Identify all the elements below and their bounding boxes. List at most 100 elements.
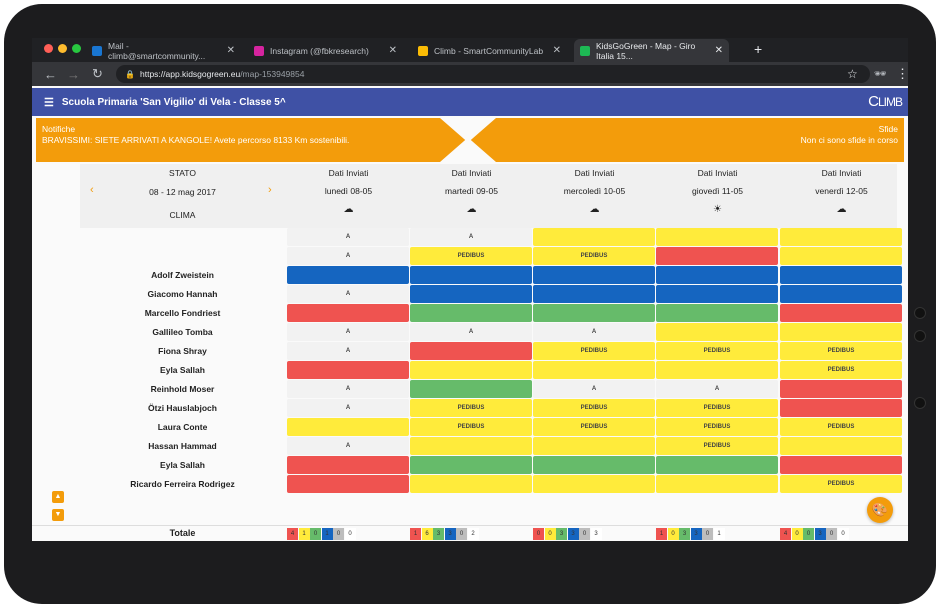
day-cell[interactable]: PEDIBUS	[656, 399, 778, 417]
day-cell[interactable]: PEDIBUS	[780, 342, 902, 360]
forward-icon[interactable]: →	[67, 66, 80, 82]
day-cell[interactable]	[533, 228, 655, 246]
day-cell[interactable]	[780, 228, 902, 246]
day-cell[interactable]: A	[656, 380, 778, 398]
day-cell[interactable]	[533, 361, 655, 379]
scroll-up-button[interactable]: ▲	[52, 491, 64, 503]
day-cell[interactable]	[410, 285, 532, 303]
day-cell[interactable]: A	[287, 342, 409, 360]
page-title: Scuola Primaria 'San Vigilio' di Vela - …	[61, 96, 286, 108]
day-cell[interactable]	[410, 266, 532, 284]
day-cell[interactable]	[533, 304, 655, 322]
back-icon[interactable]: ←	[44, 66, 57, 82]
day-cell[interactable]	[780, 285, 902, 303]
day-cell[interactable]	[410, 361, 532, 379]
day-cell[interactable]: PEDIBUS	[656, 342, 778, 360]
url-input[interactable]: 🔒 https://app.kidsgogreen.eu/map-1539498…	[116, 65, 870, 83]
day-cell[interactable]	[780, 456, 902, 474]
day-cell[interactable]	[656, 361, 778, 379]
day-cell[interactable]: A	[287, 437, 409, 455]
new-tab-button[interactable]: +	[754, 41, 763, 57]
maximize-window-button[interactable]	[72, 44, 81, 53]
day-cell[interactable]	[287, 475, 409, 493]
menu-dots-icon[interactable]: ⋮	[896, 66, 908, 81]
day-cell[interactable]	[780, 266, 902, 284]
day-cell[interactable]	[287, 266, 409, 284]
minimize-window-button[interactable]	[58, 44, 67, 53]
day-cell[interactable]	[287, 418, 409, 436]
day-cell[interactable]: PEDIBUS	[780, 361, 902, 379]
day-cell[interactable]: PEDIBUS	[656, 418, 778, 436]
day-cell[interactable]	[410, 475, 532, 493]
day-cell[interactable]	[780, 247, 902, 265]
day-cell[interactable]: PEDIBUS	[410, 418, 532, 436]
hamburger-menu-icon[interactable]: ☰	[44, 96, 54, 109]
day-cell[interactable]: PEDIBUS	[656, 437, 778, 455]
student-row: Adolf Zweistein	[32, 266, 908, 285]
day-cell[interactable]: PEDIBUS	[533, 399, 655, 417]
day-cell[interactable]	[656, 228, 778, 246]
day-cell[interactable]	[533, 437, 655, 455]
day-cell[interactable]: A	[287, 380, 409, 398]
day-cell[interactable]	[780, 437, 902, 455]
palette-button[interactable]: 🎨	[867, 497, 893, 523]
day-cell[interactable]: PEDIBUS	[533, 418, 655, 436]
browser-tab[interactable]: Instagram (@fbkresearch) ✕	[248, 39, 403, 62]
close-tab-icon[interactable]: ✕	[226, 45, 235, 56]
incognito-icon[interactable]: 🕶	[874, 68, 887, 80]
day-cell[interactable]	[410, 380, 532, 398]
day-cell[interactable]	[533, 285, 655, 303]
day-cell[interactable]: A	[287, 247, 409, 265]
browser-tab[interactable]: Mail - climb@smartcommunity... ✕	[86, 39, 241, 62]
day-cell[interactable]	[287, 304, 409, 322]
day-label: giovedì 11-05	[692, 186, 743, 196]
scroll-down-button[interactable]: ▼	[52, 509, 64, 521]
day-cell[interactable]	[780, 399, 902, 417]
total-silver: 0	[702, 528, 713, 540]
day-cell[interactable]: PEDIBUS	[533, 342, 655, 360]
day-cell[interactable]: A	[287, 285, 409, 303]
day-cell[interactable]	[533, 266, 655, 284]
day-cell[interactable]	[656, 323, 778, 341]
browser-tab[interactable]: KidsGoGreen - Map - Giro Italia 15... ✕	[574, 39, 729, 62]
close-tab-icon[interactable]: ✕	[714, 45, 723, 56]
day-cell[interactable]	[287, 361, 409, 379]
day-cell[interactable]	[287, 456, 409, 474]
prev-week-button[interactable]: ‹	[90, 184, 94, 196]
day-cell[interactable]: A	[287, 323, 409, 341]
day-cell[interactable]: A	[410, 323, 532, 341]
day-cell[interactable]	[410, 456, 532, 474]
day-cell[interactable]	[656, 475, 778, 493]
day-cell[interactable]: PEDIBUS	[533, 247, 655, 265]
day-cell[interactable]	[410, 342, 532, 360]
close-tab-icon[interactable]: ✕	[388, 45, 397, 56]
day-cell[interactable]: PEDIBUS	[410, 399, 532, 417]
close-tab-icon[interactable]: ✕	[552, 45, 561, 56]
day-cell[interactable]: A	[287, 228, 409, 246]
day-cell[interactable]	[533, 456, 655, 474]
tab-title: Mail - climb@smartcommunity...	[108, 40, 206, 61]
day-cell[interactable]	[780, 380, 902, 398]
day-cell[interactable]	[533, 475, 655, 493]
day-cell[interactable]: PEDIBUS	[410, 247, 532, 265]
reload-icon[interactable]: ↻	[92, 66, 103, 81]
day-cell[interactable]	[780, 304, 902, 322]
day-cell[interactable]	[656, 266, 778, 284]
day-cell[interactable]: A	[410, 228, 532, 246]
browser-tab[interactable]: Climb - SmartCommunityLab ✕	[412, 39, 567, 62]
day-cell[interactable]	[656, 247, 778, 265]
day-cell[interactable]	[656, 456, 778, 474]
day-cell[interactable]: A	[533, 380, 655, 398]
bookmark-star-icon[interactable]: ☆	[847, 67, 858, 81]
day-cell[interactable]: PEDIBUS	[780, 475, 902, 493]
day-cell[interactable]	[410, 304, 532, 322]
day-cell[interactable]	[656, 304, 778, 322]
day-cell[interactable]	[656, 285, 778, 303]
day-cell[interactable]: A	[287, 399, 409, 417]
day-cell[interactable]: A	[533, 323, 655, 341]
day-cell[interactable]	[410, 437, 532, 455]
day-cell[interactable]: PEDIBUS	[780, 418, 902, 436]
day-cell[interactable]	[780, 323, 902, 341]
next-week-button[interactable]: ›	[268, 184, 272, 196]
close-window-button[interactable]	[44, 44, 53, 53]
